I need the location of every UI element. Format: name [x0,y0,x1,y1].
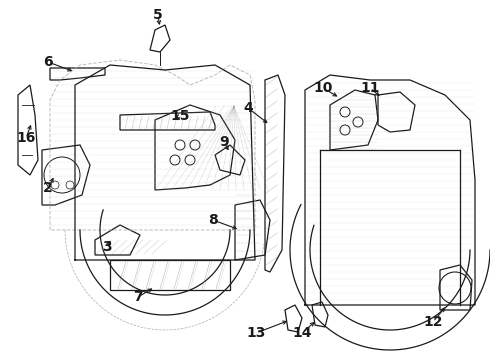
Text: 15: 15 [170,109,190,123]
Text: 14: 14 [292,326,312,340]
Text: 2: 2 [43,181,53,195]
Text: 9: 9 [219,135,229,149]
Text: 6: 6 [43,55,53,69]
Text: 12: 12 [423,315,443,329]
Text: 8: 8 [208,213,218,227]
Text: 16: 16 [16,131,36,145]
Text: 4: 4 [243,101,253,115]
Text: 10: 10 [313,81,333,95]
Text: 5: 5 [153,8,163,22]
Text: 7: 7 [133,290,143,304]
Text: 13: 13 [246,326,266,340]
Text: 3: 3 [102,240,112,254]
Text: 11: 11 [360,81,380,95]
